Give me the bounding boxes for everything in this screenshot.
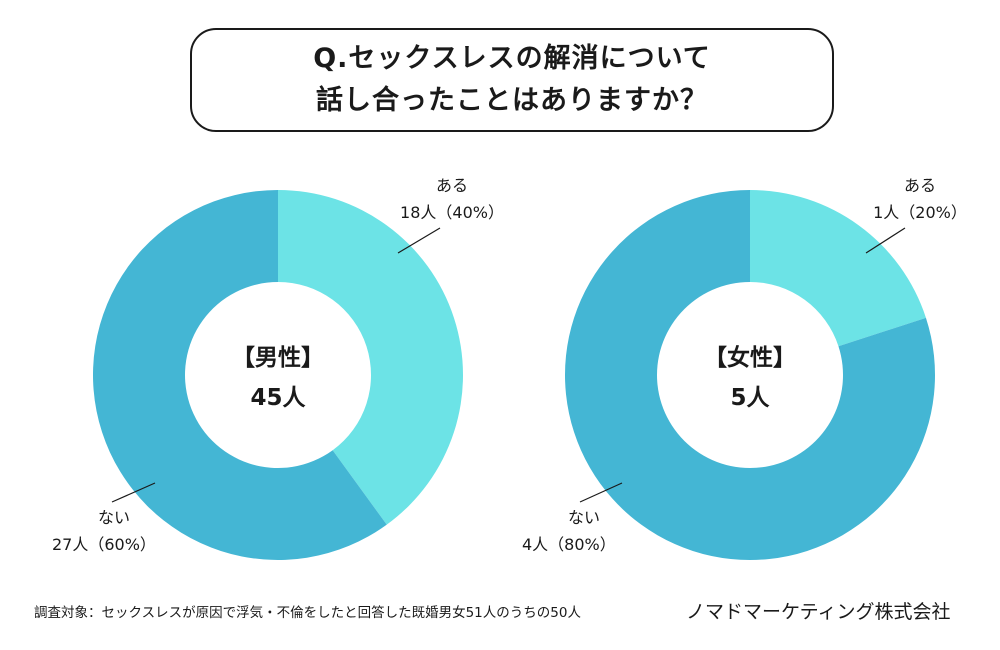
survey-footnote: 調査対象：セックスレスが原因で浮気・不倫をしたと回答した既婚男女51人のうちの5…	[34, 605, 581, 621]
men-donut-slice-no	[92, 190, 387, 560]
women-no-label: ない	[568, 508, 600, 527]
men-yes-value-label: 18人（40%）	[400, 203, 504, 222]
men-center-count: 45人	[250, 385, 306, 411]
women-center-count: 5人	[730, 385, 770, 411]
question-title-box: Q.セックスレスの解消について 話し合ったことはありますか？	[190, 28, 834, 132]
women-yes-label: ある	[904, 176, 936, 195]
men-yes-leader-line	[397, 227, 441, 254]
men-center-label: 【男性】	[232, 345, 324, 371]
men-no-label: ない	[98, 508, 130, 527]
women-yes-value-label: 1人（20%）	[873, 203, 967, 222]
men-no-value-label: 27人（60%）	[52, 535, 156, 554]
men-donut-slice-yes	[278, 190, 463, 525]
company-name: ノマドマーケティング株式会社	[686, 601, 951, 623]
women-no-value-label: 4人（80%）	[522, 535, 616, 554]
question-title-line-1: Q.セックスレスの解消について	[313, 43, 711, 74]
women-no-leader-line	[579, 482, 623, 503]
men-yes-label: ある	[436, 176, 468, 195]
men-no-leader-line	[111, 482, 156, 503]
women-donut-slice-no	[565, 190, 935, 561]
women-donut-slice-yes	[750, 190, 926, 347]
women-yes-leader-line	[865, 227, 906, 254]
women-center-label: 【女性】	[704, 344, 796, 371]
question-title-line-2: 話し合ったことはありますか？	[316, 85, 708, 116]
